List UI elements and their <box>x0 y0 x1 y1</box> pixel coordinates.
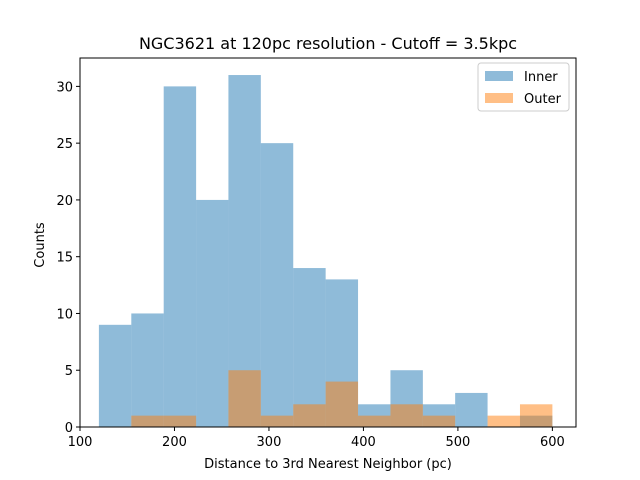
bar-outer-4 <box>228 370 261 427</box>
y-tick-label: 15 <box>56 251 73 266</box>
x-tick-label: 200 <box>162 435 187 450</box>
bar-outer-5 <box>260 415 294 427</box>
bar-outer-7 <box>325 381 359 427</box>
bar-inner-3 <box>196 199 229 427</box>
y-tick-label: 25 <box>56 137 73 152</box>
bar-inner-11 <box>455 392 488 427</box>
legend-swatch-inner <box>485 71 513 81</box>
bar-outer-1 <box>131 415 164 427</box>
bar-outer-2 <box>163 415 197 427</box>
bar-outer-13 <box>519 404 553 427</box>
x-axis-label: Distance to 3rd Nearest Neighbor (pc) <box>204 457 452 472</box>
bar-inner-5 <box>260 143 294 427</box>
bar-outer-10 <box>422 415 456 427</box>
x-tick-label: 500 <box>445 435 470 450</box>
bar-outer-12 <box>487 415 520 427</box>
chart-title: NGC3621 at 120pc resolution - Cutoff = 3… <box>139 34 517 53</box>
y-tick-label: 5 <box>65 364 73 379</box>
legend-label-outer: Outer <box>524 92 562 107</box>
legend: Inner Outer <box>477 62 570 112</box>
legend-label-inner: Inner <box>524 70 558 85</box>
bars-layer <box>98 75 553 428</box>
y-tick-label: 0 <box>65 421 73 436</box>
bar-outer-8 <box>358 415 391 427</box>
y-tick-label: 20 <box>56 194 73 209</box>
bar-inner-1 <box>131 313 164 427</box>
x-tick-label: 400 <box>351 435 376 450</box>
y-axis-label: Counts <box>33 222 48 268</box>
x-tick-label: 300 <box>257 435 282 450</box>
legend-swatch-outer <box>485 93 513 103</box>
x-tick-label: 600 <box>540 435 565 450</box>
axes-layer: 100 200 300 400 500 600 0 5 10 15 20 25 30 <box>56 57 577 450</box>
plot-frame <box>79 57 577 428</box>
bar-inner-4 <box>228 75 261 428</box>
bar-inner-6 <box>293 268 326 427</box>
y-tick-label: 30 <box>56 80 73 95</box>
bar-outer-9 <box>390 404 423 427</box>
y-tick-label: 10 <box>56 307 73 322</box>
bar-inner-2 <box>163 86 197 427</box>
bar-outer-6 <box>293 404 326 427</box>
x-tick-label: 100 <box>68 435 93 450</box>
bar-inner-0 <box>98 324 132 427</box>
